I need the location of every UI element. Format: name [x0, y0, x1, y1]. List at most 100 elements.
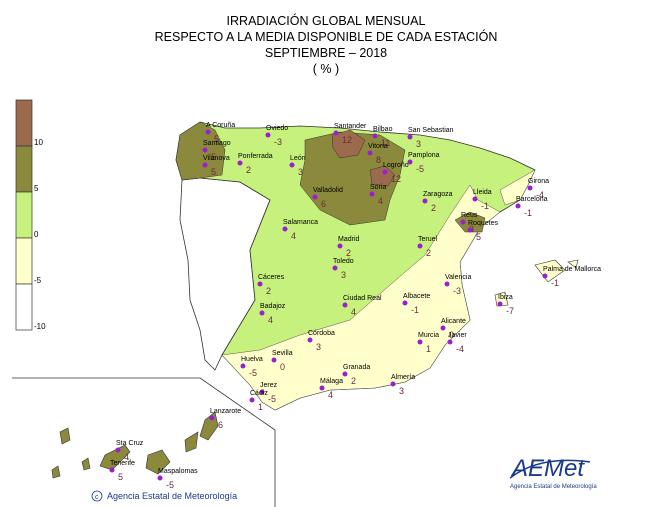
station-value: 5 — [214, 134, 219, 144]
legend-swatch — [15, 145, 33, 193]
station-value: 2 — [246, 165, 251, 175]
station-name: Valencia — [445, 274, 471, 281]
legend-tick-label: -5 — [34, 276, 42, 285]
logo-text: AEMet — [510, 455, 585, 482]
station-dot — [333, 130, 339, 136]
station-value: 8 — [376, 155, 381, 165]
station-dot — [497, 301, 503, 307]
station-value: -1 — [551, 278, 559, 288]
legend-tick-label: -10 — [34, 322, 46, 331]
station-value: 1 — [426, 344, 431, 354]
station-value: -1 — [524, 208, 532, 218]
station-name: Almería — [391, 374, 415, 381]
station-name: A Coruña — [206, 122, 235, 129]
station-name: Maspalomas — [158, 468, 198, 475]
station-name: Bilbao — [373, 126, 393, 133]
station-name: Girona — [528, 178, 549, 185]
station-value: 3 — [298, 167, 303, 177]
legend-swatch — [15, 283, 33, 331]
station-dot — [237, 160, 243, 166]
station-name: San Sebastian — [408, 127, 454, 134]
station-dot — [249, 397, 255, 403]
station-dot — [342, 371, 348, 377]
station-dot — [467, 227, 473, 233]
station-value: 2 — [351, 376, 356, 386]
station-dot — [337, 243, 343, 249]
legend-swatch — [15, 191, 33, 239]
canary-frame — [12, 377, 276, 507]
station-dot — [205, 129, 211, 135]
station-name: Córdoba — [308, 330, 335, 337]
station-value: 4 — [268, 315, 273, 325]
station-dot — [209, 415, 215, 421]
station-dot — [369, 191, 375, 197]
station-dot — [444, 281, 450, 287]
station-name: Oviedo — [266, 125, 288, 132]
land — [51, 121, 579, 479]
title-line: SEPTIEMBRE – 2018 — [265, 46, 387, 60]
station-value: 1 — [258, 402, 263, 412]
station-name: Cáceres — [258, 274, 285, 281]
station-name: Santander — [334, 123, 367, 130]
station-dot — [307, 337, 313, 343]
station-value: -5 — [416, 164, 424, 174]
station-name: León — [290, 155, 306, 162]
title-line: ( % ) — [313, 62, 339, 76]
station-value: -5 — [166, 480, 174, 490]
station-name: Madrid — [338, 236, 360, 243]
station-name: Vilanova — [203, 155, 230, 162]
station-value: -5 — [268, 394, 276, 404]
station-dot — [259, 389, 265, 395]
station-dot — [257, 281, 263, 287]
station-name: Lleida — [473, 189, 492, 196]
station-name: Alicante — [441, 318, 466, 325]
station-name: Sta Cruz — [116, 440, 144, 447]
station-dot — [265, 132, 271, 138]
station-value: -1 — [481, 201, 489, 211]
station-name: Barcelona — [516, 196, 548, 203]
station-name: Logroño — [383, 162, 409, 169]
station-name: Ciudad Real — [343, 295, 382, 302]
copyright-icon — [91, 490, 103, 502]
station-value: 0 — [280, 362, 285, 372]
station-value: 6 — [218, 420, 223, 430]
station-dot — [515, 203, 521, 209]
station-value: 5 — [211, 167, 216, 177]
station-dot — [407, 134, 413, 140]
station-name: Toledo — [333, 258, 354, 265]
station-dot — [407, 159, 413, 165]
station-name: Badajoz — [260, 303, 286, 310]
station-name: Granada — [343, 364, 370, 371]
station-dot — [115, 447, 121, 453]
station-name: Vitoria — [368, 143, 388, 150]
station-value: -4 — [536, 190, 544, 200]
station-dot — [472, 196, 478, 202]
station-dot — [109, 467, 115, 473]
station-dot — [367, 150, 373, 156]
station-dot — [240, 363, 246, 369]
station-dot — [202, 162, 208, 168]
station-dot — [440, 325, 446, 331]
station-value: 12 — [391, 174, 401, 184]
station-value: 0 — [449, 330, 454, 340]
station-dot — [390, 381, 396, 387]
legend-tick-label: 0 — [34, 230, 39, 239]
title-line: RESPECTO A LA MEDIA DISPONIBLE DE CADA E… — [155, 29, 498, 44]
station-value: 3 — [316, 342, 321, 352]
station-name: Javier — [448, 332, 467, 339]
station-dot — [402, 300, 408, 306]
station-value: 5 — [118, 472, 123, 482]
station-name: Málaga — [320, 378, 343, 385]
station-dot — [332, 265, 338, 271]
station-name: Pamplona — [408, 152, 440, 159]
station-value: 4 — [291, 231, 296, 241]
station-value: 4 — [351, 307, 356, 317]
legend-swatch — [15, 237, 33, 285]
station-value: 4 — [328, 390, 333, 400]
station-dot — [319, 385, 325, 391]
station-dot — [271, 357, 277, 363]
station-name: Salamanca — [283, 219, 318, 226]
station-dot — [382, 169, 388, 175]
station-dot — [417, 339, 423, 345]
